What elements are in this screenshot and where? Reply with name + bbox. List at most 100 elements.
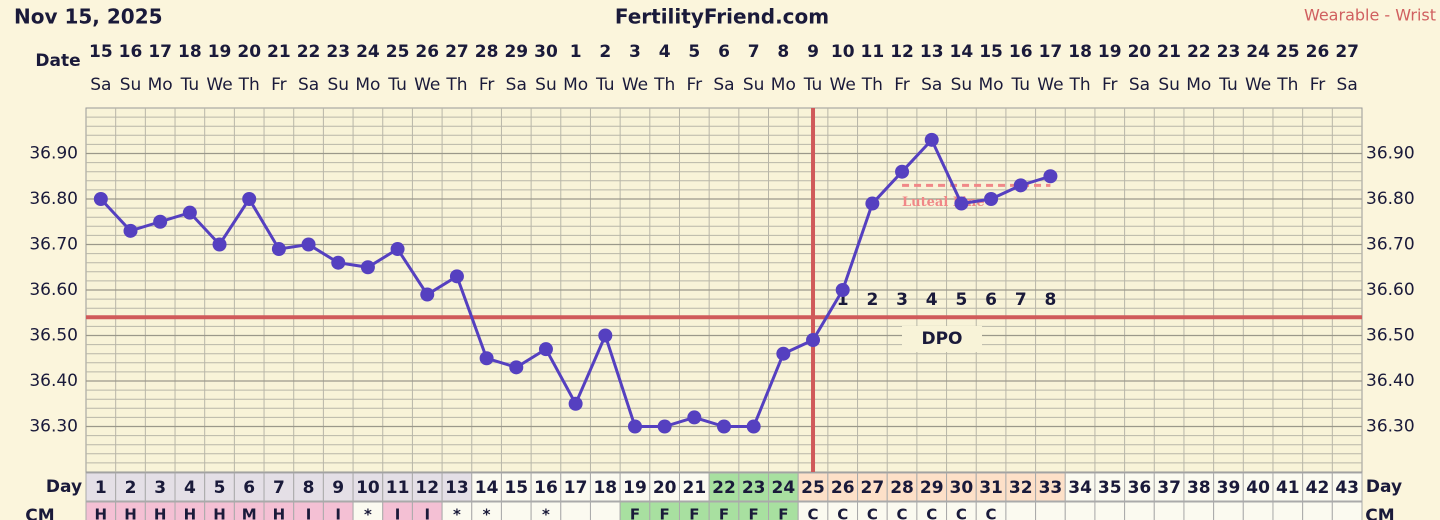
- day-number: 5: [214, 478, 226, 498]
- date-label: 26: [1306, 42, 1330, 62]
- date-label: 18: [1068, 42, 1092, 62]
- day-number: 17: [564, 478, 588, 498]
- day-cell: [1331, 472, 1363, 502]
- date-label: 21: [1157, 42, 1181, 62]
- cm-cell: [1213, 501, 1244, 520]
- temperature-point: [835, 283, 850, 297]
- temperature-point: [627, 419, 642, 434]
- day-number: 21: [682, 478, 706, 498]
- day-number: 22: [712, 478, 736, 498]
- date-label: 18: [178, 42, 202, 62]
- day-cell: [1153, 472, 1185, 502]
- weekday-label: We: [206, 75, 232, 95]
- date-label: 16: [1009, 42, 1033, 62]
- day-number: 38: [1187, 478, 1211, 498]
- temperature-point: [598, 328, 613, 343]
- weekday-label: Su: [120, 75, 142, 95]
- weekday-label: Fr: [1102, 75, 1118, 95]
- temperature-point: [687, 410, 702, 425]
- temperature-point: [242, 192, 257, 206]
- weekday-label: Su: [535, 75, 557, 95]
- temperature-point: [865, 196, 880, 211]
- cm-cell: [1035, 501, 1066, 520]
- cm-value: H: [273, 506, 286, 520]
- weekday-label: Th: [445, 75, 467, 95]
- cm-value: I: [306, 506, 312, 520]
- day-cell: [144, 472, 176, 502]
- weekday-label: Tu: [803, 75, 823, 95]
- cm-cell: [1064, 501, 1096, 520]
- temperature-point: [538, 342, 553, 357]
- date-label: 13: [920, 42, 944, 62]
- day-number: 42: [1306, 478, 1330, 498]
- cm-value: H: [124, 506, 137, 520]
- day-number: 14: [475, 478, 499, 498]
- day-number: 19: [623, 478, 647, 498]
- date-label: 29: [504, 42, 528, 62]
- day-cell: [115, 472, 146, 502]
- weekday-label: We: [1245, 75, 1271, 95]
- date-label: Date: [35, 51, 80, 71]
- date-label: 15: [979, 42, 1003, 62]
- cm-cell: [1005, 501, 1037, 520]
- day-cell: [411, 472, 443, 502]
- weekday-label: Sa: [1337, 75, 1358, 95]
- date-label: 5: [688, 42, 700, 62]
- date-label: 22: [1187, 42, 1211, 62]
- date-label: 15: [89, 42, 113, 62]
- temperature-point: [390, 242, 405, 257]
- date-label: 19: [1098, 42, 1122, 62]
- day-number: 36: [1128, 478, 1152, 498]
- temperature-point: [301, 237, 316, 252]
- day-number: 9: [332, 478, 344, 498]
- date-label: 25: [386, 42, 410, 62]
- temperature-point: [776, 346, 791, 361]
- dpo-number: 2: [866, 290, 878, 310]
- day-number: 30: [950, 478, 974, 498]
- date-label: 4: [659, 42, 671, 62]
- dpo-number: 5: [955, 290, 967, 310]
- day-number: 27: [861, 478, 885, 498]
- temperature-point: [568, 396, 583, 411]
- cm-value: *: [453, 506, 461, 520]
- weekday-label: Th: [1276, 75, 1298, 95]
- cm-value: M: [242, 506, 257, 520]
- cm-value: F: [749, 506, 759, 520]
- y-tick-label: 36.50: [29, 326, 78, 346]
- date-label: 27: [1335, 42, 1359, 62]
- temperature-point: [717, 419, 731, 434]
- weekday-label: Fr: [479, 75, 495, 95]
- date-label: 16: [119, 42, 143, 62]
- day-number: 41: [1276, 478, 1300, 498]
- day-cell: [352, 472, 384, 502]
- temperature-point: [657, 419, 672, 434]
- day-number: 25: [801, 478, 825, 498]
- y-tick-label-right: 36.30: [1366, 417, 1415, 437]
- day-cell: [678, 472, 710, 502]
- temperature-point: [271, 242, 286, 257]
- day-number: 39: [1217, 478, 1241, 498]
- weekday-label: Mo: [771, 75, 796, 95]
- day-cell: [975, 472, 1007, 502]
- weekday-label: Tu: [1218, 75, 1238, 95]
- cm-value: C: [986, 506, 997, 520]
- temperature-point: [449, 269, 464, 284]
- day-number: 43: [1335, 478, 1359, 498]
- day-cell: [857, 472, 888, 502]
- cm-cell: [589, 501, 621, 520]
- date-label: 8: [777, 42, 789, 62]
- day-cell: [441, 472, 473, 502]
- date-label: 24: [356, 42, 380, 62]
- day-number: 35: [1098, 478, 1122, 498]
- weekday-label: Fr: [687, 75, 703, 95]
- day-number: 20: [653, 478, 677, 498]
- day-number: 7: [273, 478, 285, 498]
- cm-value: C: [956, 506, 967, 520]
- temperature-point: [806, 333, 821, 348]
- cm-cell: [1272, 501, 1304, 520]
- weekday-label: Sa: [298, 75, 319, 95]
- weekday-label: Th: [653, 75, 675, 95]
- cm-label: CM: [25, 506, 54, 520]
- temperature-point: [895, 164, 910, 179]
- day-cell: [1302, 472, 1333, 502]
